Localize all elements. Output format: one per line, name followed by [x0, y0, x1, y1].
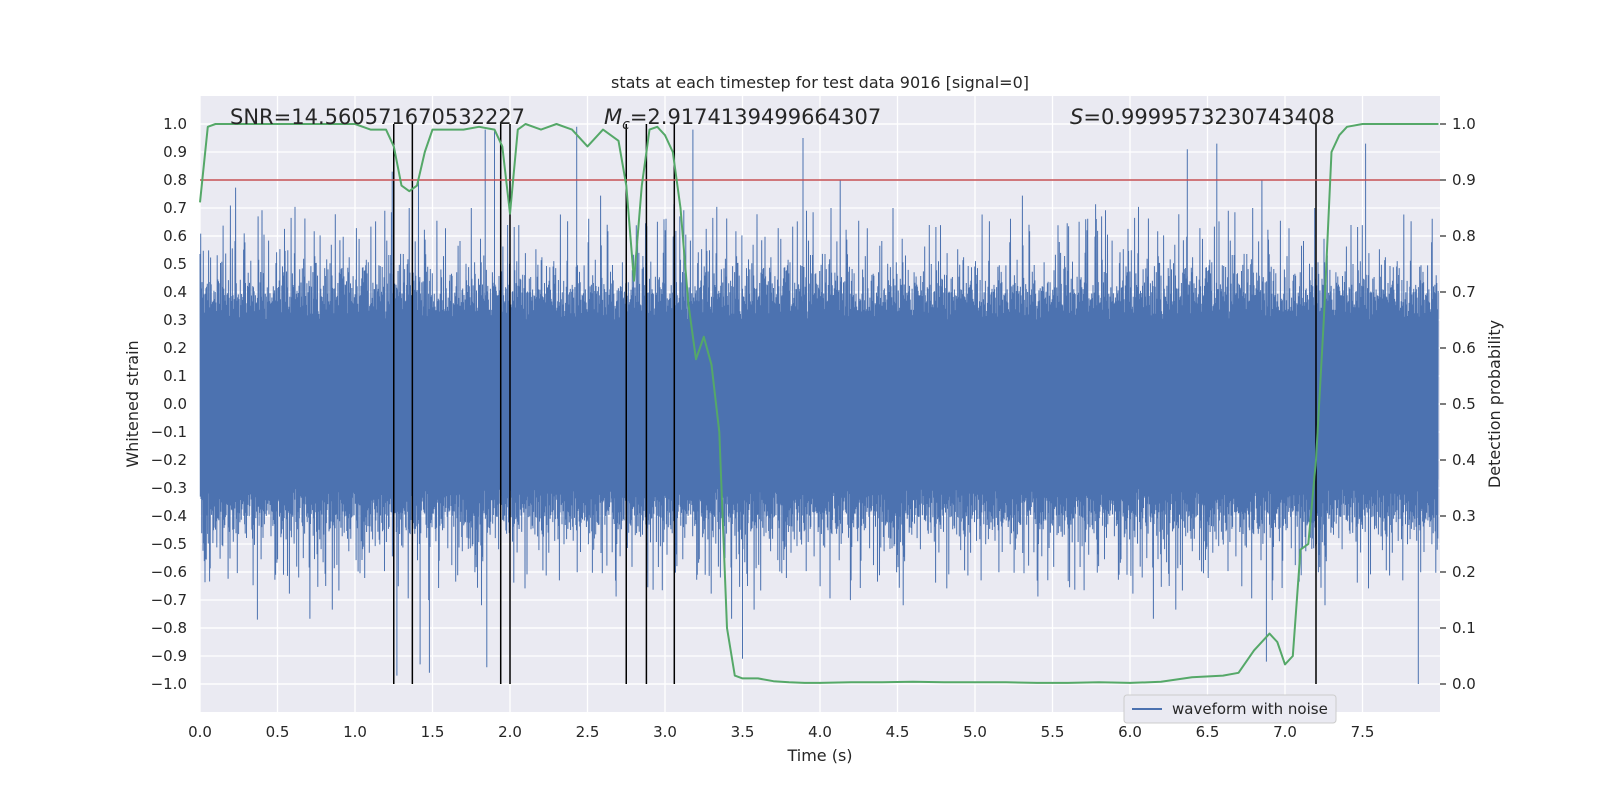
waveform-series — [199, 126, 1439, 684]
y-tick-label-3: −0.7 — [151, 591, 187, 609]
x-tick-label-14: 7.0 — [1273, 723, 1297, 741]
legend-box — [1123, 694, 1337, 724]
legend-label: waveform with noise — [1172, 700, 1328, 718]
waveform-line — [199, 126, 1439, 684]
probability-line — [199, 123, 1439, 684]
y-tick-label-15: 0.5 — [163, 255, 187, 273]
probability-series — [199, 123, 1439, 684]
chirp-mass-annotation: Mc=2.9174139499664307 — [604, 105, 881, 133]
y-right-tick-label-7: 0.7 — [1452, 283, 1476, 301]
legend: waveform with noise — [1123, 694, 1337, 724]
y-right-tick-label-2: 0.2 — [1452, 563, 1476, 581]
y-tick-label-11: 0.1 — [163, 367, 187, 385]
y-right-tick-label-0: 0.0 — [1452, 675, 1476, 693]
x-tick-label-1: 0.5 — [266, 723, 290, 741]
x-tick-label-9: 4.5 — [886, 723, 910, 741]
y-tick-label-9: −0.1 — [151, 423, 187, 441]
x-tick-label-6: 3.0 — [653, 723, 677, 741]
y-tick-label-19: 0.9 — [163, 143, 187, 161]
y-tick-label-14: 0.4 — [163, 283, 187, 301]
y-right-axis-label: Detection probability — [1485, 320, 1504, 488]
y-right-tick-label-4: 0.4 — [1452, 451, 1476, 469]
x-tick-label-10: 5.0 — [963, 723, 987, 741]
y-tick-label-13: 0.3 — [163, 311, 187, 329]
snr-annotation: SNR=14.560571670532227 — [230, 105, 525, 129]
chirp-mass-value: =2.9174139499664307 — [630, 105, 881, 129]
y-right-tick-labels: 0.0 0.1 0.2 0.3 0.4 0.5 0.6 0.7 0.8 0.9 1.0 — [1440, 115, 1476, 693]
y-right-tick-label-8: 0.8 — [1452, 227, 1476, 245]
y-right-tick-label-6: 0.6 — [1452, 339, 1476, 357]
x-tick-labels: 0.0 0.5 1.0 1.5 2.0 2.5 3.0 3.5 4.0 4.5 5.0 5.5 6.0 6… — [188, 723, 1374, 741]
y-right-tick-label-9: 0.9 — [1452, 171, 1476, 189]
y-tick-label-2: −0.8 — [151, 619, 187, 637]
chirp-mass-symbol: M — [604, 105, 622, 129]
y-right-tick-label-3: 0.3 — [1452, 507, 1476, 525]
x-tick-label-13: 6.5 — [1196, 723, 1220, 741]
x-tick-label-0: 0.0 — [188, 723, 212, 741]
x-tick-label-8: 4.0 — [808, 723, 832, 741]
y-right-tick-label-5: 0.5 — [1452, 395, 1476, 413]
y-tick-label-1: −0.9 — [151, 647, 187, 665]
significance-annotation: S=0.9999573230743408 — [1070, 105, 1335, 129]
chirp-mass-subscript: c — [622, 117, 630, 133]
y-tick-label-6: −0.4 — [151, 507, 187, 525]
x-axis-label: Time (s) — [786, 746, 852, 765]
y-tick-label-5: −0.5 — [151, 535, 187, 553]
x-tick-label-3: 1.5 — [421, 723, 445, 741]
y-tick-label-16: 0.6 — [163, 227, 187, 245]
x-tick-label-2: 1.0 — [343, 723, 367, 741]
y-right-tick-label-1: 0.1 — [1452, 619, 1476, 637]
y-tick-label-0: −1.0 — [151, 675, 187, 693]
y-tick-label-17: 0.7 — [163, 199, 187, 217]
y-tick-label-8: −0.2 — [151, 451, 187, 469]
y-tick-label-12: 0.2 — [163, 339, 187, 357]
x-tick-label-5: 2.5 — [576, 723, 600, 741]
y-right-tick-label-10: 1.0 — [1452, 115, 1476, 133]
event-lines — [393, 124, 1317, 684]
y-tick-label-4: −0.6 — [151, 563, 187, 581]
y-tick-label-7: −0.3 — [151, 479, 187, 497]
x-tick-label-15: 7.5 — [1351, 723, 1375, 741]
y-tick-label-20: 1.0 — [163, 115, 187, 133]
y-axis-label: Whitened strain — [123, 340, 142, 467]
x-tick-label-11: 5.5 — [1041, 723, 1065, 741]
chart-title: stats at each timestep for test data 901… — [611, 73, 1029, 92]
x-tick-label-4: 2.0 — [498, 723, 522, 741]
x-tick-label-7: 3.5 — [731, 723, 755, 741]
x-tick-label-12: 6.0 — [1118, 723, 1142, 741]
significance-symbol: S — [1070, 105, 1083, 129]
y-tick-labels: −1.0 −0.9 −0.8 −0.7 −0.6 −0.5 −0.4 −0.3 −0.2 −0.1… — [151, 115, 187, 693]
y-tick-label-10: 0.0 — [163, 395, 187, 413]
y-tick-label-18: 0.8 — [163, 171, 187, 189]
significance-value: =0.9999573230743408 — [1083, 105, 1334, 129]
